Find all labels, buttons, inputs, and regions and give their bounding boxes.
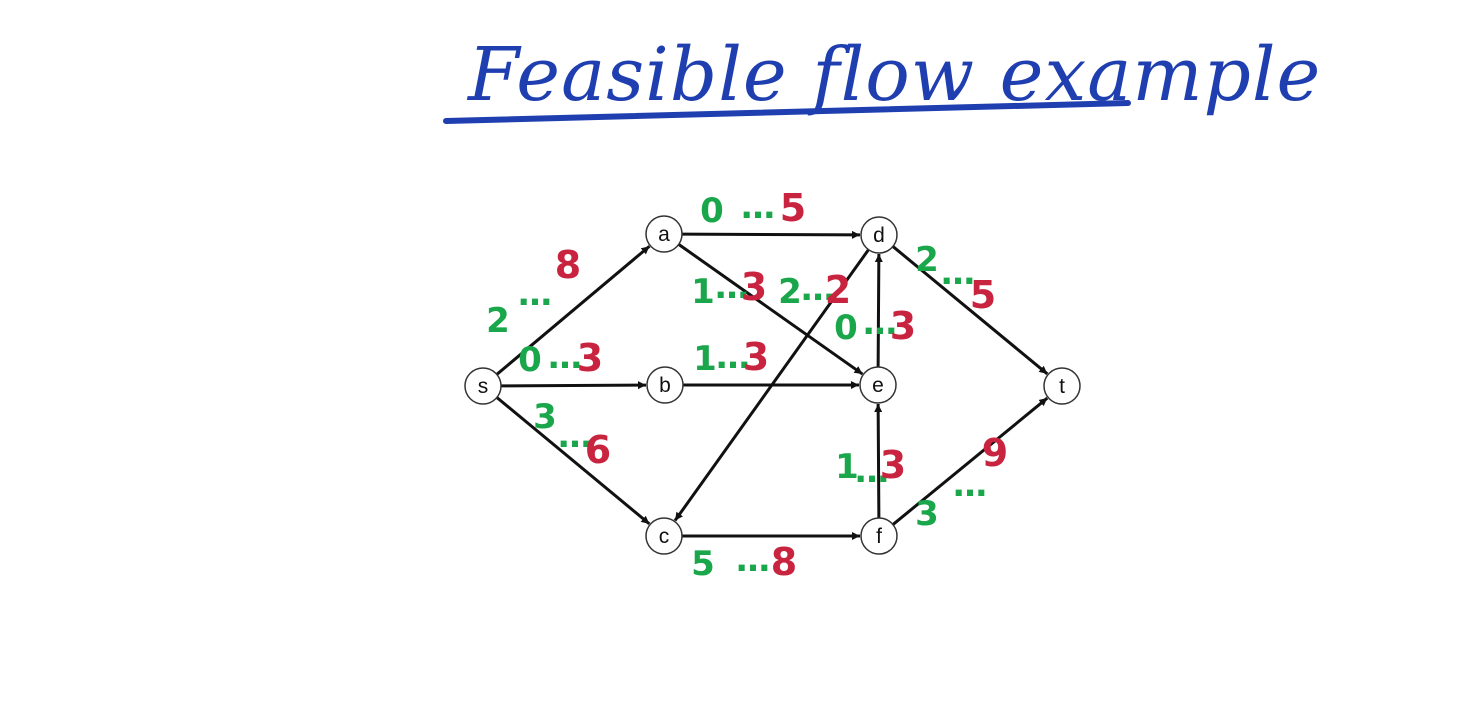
edge-s-c-lower-bound: 3 <box>533 397 557 437</box>
edge-e-d-capacity: 3 <box>890 304 916 348</box>
edge-d-t-capacity: 5 <box>970 273 996 317</box>
node-a-circle <box>645 215 683 253</box>
node-e-label: e <box>872 374 884 397</box>
edge-s-b-capacity: 3 <box>577 336 603 380</box>
edge-s-b-dots: … <box>548 337 582 377</box>
edge-f-t-dots: … <box>953 465 987 505</box>
edge-a-e-dots: … <box>715 267 749 307</box>
edge-s-c-dots: … <box>558 416 592 456</box>
edges-layer <box>495 230 1049 540</box>
node-b: b <box>646 366 684 404</box>
node-f: f <box>860 517 898 555</box>
node-c-label: c <box>659 525 670 548</box>
edge-d-c-capacity: 2 <box>825 268 851 312</box>
node-e-circle <box>859 366 897 404</box>
node-d-label: d <box>873 224 885 247</box>
edge-e-d-dots: … <box>863 303 897 343</box>
edge-d-t-dots: … <box>941 253 975 293</box>
edge-a-d-capacity: 5 <box>780 186 806 230</box>
node-a-label: a <box>658 223 670 246</box>
edge-s-b <box>500 381 647 390</box>
edge-c-f-dots: … <box>736 540 770 580</box>
edge-d-t-lower-bound: 2 <box>915 240 939 280</box>
edge-f-t-lower-bound: 3 <box>915 494 939 534</box>
edge-e-d-lower-bound: 0 <box>834 308 858 348</box>
node-b-circle <box>646 366 684 404</box>
node-t: t <box>1043 367 1081 405</box>
edge-a-d <box>681 230 861 239</box>
edge-a-d-dots: … <box>741 187 775 227</box>
edge-s-c-capacity: 6 <box>585 428 611 472</box>
node-d-circle <box>860 216 898 254</box>
edge-e-d <box>874 253 883 368</box>
node-e: e <box>859 366 897 404</box>
edge-f-e-capacity: 3 <box>880 443 906 487</box>
edge-f-e-dots: … <box>855 451 889 491</box>
title-underline <box>443 100 1131 124</box>
node-c-circle <box>645 517 683 555</box>
edge-f-t <box>891 396 1049 526</box>
edge-d-c-lower-bound: 2 <box>778 272 802 312</box>
edge-d-t <box>891 245 1049 376</box>
edge-b-e-capacity: 3 <box>743 335 769 379</box>
edge-labels-layer: 2…80 …33 …60… 51 …31 …32 …20 …32 …51…35… 83…9 <box>486 186 1008 584</box>
edge-s-a-dots: … <box>518 274 552 314</box>
node-t-label: t <box>1059 375 1065 398</box>
node-c: c <box>645 517 683 555</box>
node-a: a <box>645 215 683 253</box>
node-d: d <box>860 216 898 254</box>
node-f-label: f <box>876 525 882 548</box>
edge-f-t-capacity: 9 <box>982 431 1008 475</box>
node-f-circle <box>860 517 898 555</box>
node-s-circle <box>464 367 502 405</box>
edge-a-d-lower-bound: 0 <box>700 191 724 231</box>
edge-f-e-lower-bound: 1 <box>835 447 859 487</box>
edge-d-c-dots: … <box>801 269 835 309</box>
edge-s-a-lower-bound: 2 <box>486 301 510 341</box>
diagram-title: Feasible flow example <box>466 32 1321 118</box>
edge-a-e <box>677 243 864 376</box>
edge-a-e-capacity: 3 <box>741 265 767 309</box>
edge-c-f-lower-bound: 5 <box>691 544 715 584</box>
edge-s-a-capacity: 8 <box>555 243 581 287</box>
edge-b-e-dots: … <box>716 337 750 377</box>
edge-s-a <box>495 245 651 376</box>
edge-f-e <box>874 403 883 519</box>
edge-s-b-lower-bound: 0 <box>518 340 542 380</box>
node-b-label: b <box>659 374 671 397</box>
node-s-label: s <box>478 375 489 398</box>
edge-d-c <box>673 248 870 522</box>
edge-a-e-lower-bound: 1 <box>691 272 715 312</box>
node-s: s <box>464 367 502 405</box>
edge-c-f-capacity: 8 <box>771 540 797 584</box>
nodes-layer: s a b c d e f t <box>464 215 1081 555</box>
node-t-circle <box>1043 367 1081 405</box>
edge-b-e-lower-bound: 1 <box>693 339 717 379</box>
edge-s-c <box>495 396 651 526</box>
